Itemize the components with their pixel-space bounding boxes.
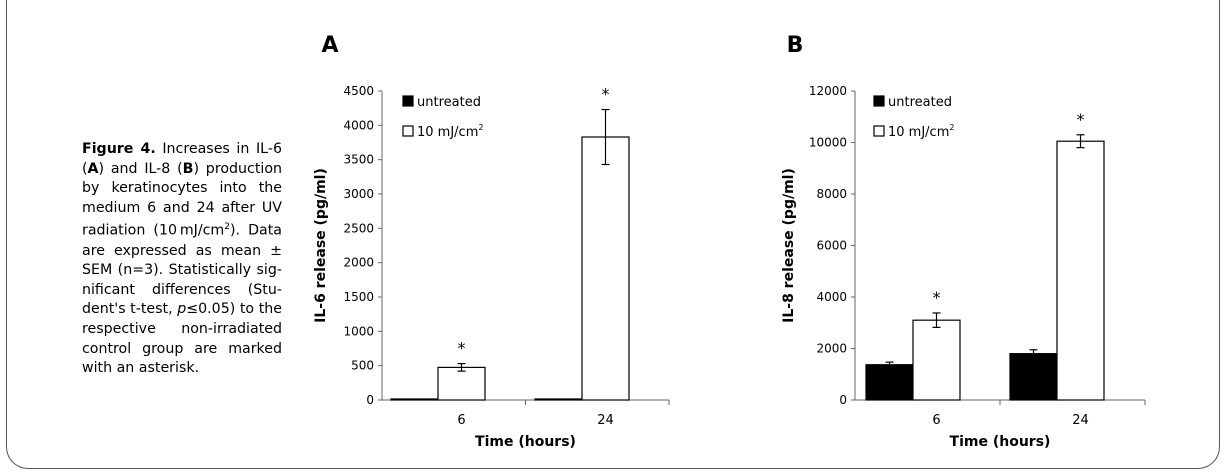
caption-panel-a: A (87, 160, 99, 177)
chart-b-legend-label: untreated (888, 95, 952, 110)
chart-b-legend-label: 10 mJ/cm2 (888, 123, 954, 140)
caption-text-5: ≤0.05) to the respective non-irradiated … (82, 301, 282, 377)
caption-text-2: ) and IL-8 ( (98, 160, 183, 177)
chart-a-y-tick-label: 3500 (343, 153, 374, 167)
chart-b-x-tick-label: 24 (1072, 413, 1089, 428)
chart-b-panel-label: B (787, 33, 804, 58)
chart-b-legend-swatch (873, 125, 885, 137)
chart-b-y-tick-label: 2000 (816, 342, 847, 356)
chart-b-y-tick-label: 4000 (816, 290, 847, 304)
chart-a-x-tick-label: 6 (457, 413, 465, 428)
chart-a-legend-label: untreated (417, 95, 481, 110)
caption-panel-b: B (182, 160, 194, 177)
chart-b-bar-uv-24 (1056, 140, 1105, 401)
figure-frame (6, 0, 1220, 469)
chart-a-legend-swatch (402, 125, 414, 137)
chart-a-bar-uv-24 (581, 136, 630, 401)
chart-a-y-tick-label: 3000 (343, 187, 374, 201)
caption-text-1: Increases in IL-6 ( (82, 141, 282, 177)
caption-text-4: ). Data are expressed as mean ± SEM (n=3… (82, 223, 283, 318)
chart-b-x-axis-label: Time (hours) (950, 434, 1051, 450)
figure-caption: Figure 4. Increases in IL-6 (A) and IL-8… (82, 140, 282, 379)
chart-b-y-tick-label: 12000 (809, 84, 847, 98)
chart-b-bar-uv-6 (912, 319, 961, 401)
chart-a-y-axis-label: IL-6 release (pg/ml) (313, 168, 329, 323)
chart-a-significance-asterisk: * (458, 339, 466, 358)
figure-label: Figure 4. (82, 141, 156, 157)
chart-a-y-tick-label: 1500 (343, 290, 374, 304)
chart-a-x-axis-label: Time (hours) (475, 434, 576, 450)
chart-b-significance-asterisk: * (933, 288, 941, 307)
caption-sup: 2 (224, 222, 230, 233)
chart-b-y-axis-label: IL-8 release (pg/ml) (781, 168, 797, 323)
chart-a-bar-uv-6 (437, 366, 486, 401)
chart-a-panel-label: A (321, 33, 338, 58)
chart-b-x-tick-label: 6 (932, 413, 940, 428)
chart-b-y-tick-label: 6000 (816, 239, 847, 253)
chart-b-y-tick-label: 0 (839, 393, 847, 407)
caption-text-3: ) production by keratinocytes into the m… (82, 160, 282, 240)
chart-a-y-tick-label: 2500 (343, 221, 374, 235)
chart-a-y-tick-label: 2000 (343, 256, 374, 270)
chart-a-significance-asterisk: * (602, 85, 610, 104)
chart-b-y-tick-label: 8000 (816, 187, 847, 201)
chart-a-legend-label: 10 mJ/cm2 (417, 123, 483, 140)
caption-p: p (177, 301, 187, 318)
chart-a-bar-untreated-24 (534, 398, 583, 401)
chart-b-y-tick-label: 10000 (809, 136, 847, 150)
chart-a-y-tick-label: 4000 (343, 118, 374, 132)
chart-b-bar-untreated-6 (865, 364, 914, 401)
chart-a-x-tick-label: 24 (597, 413, 614, 428)
chart-a-y-tick-label: 0 (366, 393, 374, 407)
chart-a-y-tick-label: 1000 (343, 324, 374, 338)
chart-a-y-tick-label: 500 (351, 359, 374, 373)
chart-b-bar-untreated-24 (1009, 353, 1058, 401)
chart-a-bar-untreated-6 (390, 398, 439, 401)
chart-b-legend-swatch (873, 95, 885, 107)
chart-a-y-tick-label: 4500 (343, 84, 374, 98)
chart-b-significance-asterisk: * (1077, 110, 1085, 129)
chart-a-legend-swatch (402, 95, 414, 107)
